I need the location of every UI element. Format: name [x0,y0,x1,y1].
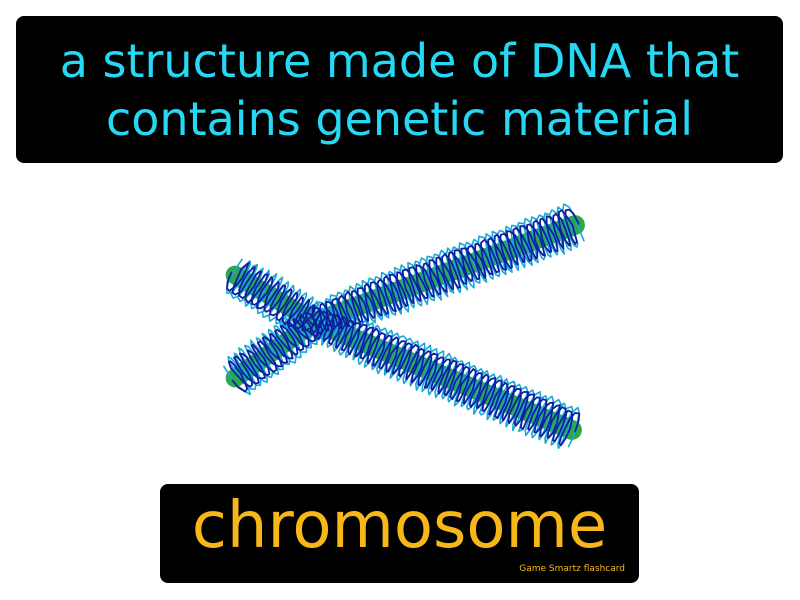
arm-upper-right-coil-dark [311,208,580,335]
term-title: chromosome [191,489,608,563]
definition-line-1: a structure made of DNA that [59,33,740,88]
arm-upper-left-coil-light [226,258,324,337]
definition-line-2: contains genetic material [105,91,694,146]
arm-upper-left-coil-dark [226,262,322,332]
arm-lower-left-coil-dark [227,311,320,393]
brand-label: Game Smartz flashcard [519,564,625,574]
chromatid-coils-dark [226,208,581,447]
arm-lower-right-coil-dark [310,310,581,447]
term-box: chromosome Game Smartz flashcard [160,484,639,583]
chromosome-icon [223,203,585,449]
definition-box: a structure made of DNA that contains ge… [16,16,783,163]
